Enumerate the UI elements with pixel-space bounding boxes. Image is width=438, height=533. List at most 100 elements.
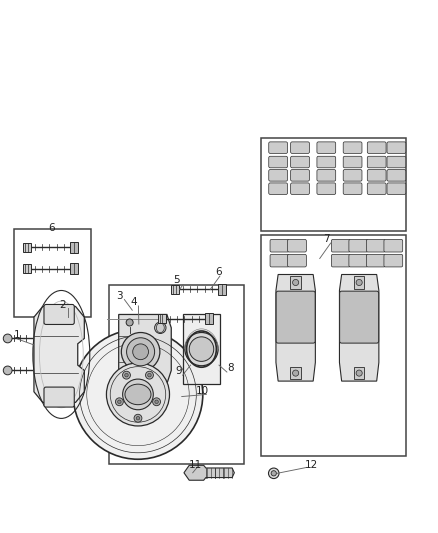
Text: 4: 4 <box>130 297 137 307</box>
Circle shape <box>126 319 133 326</box>
Bar <box>354 367 364 379</box>
Bar <box>70 242 78 253</box>
FancyBboxPatch shape <box>384 254 403 267</box>
Text: 7: 7 <box>323 234 330 244</box>
Circle shape <box>155 322 166 334</box>
Circle shape <box>118 400 121 403</box>
Text: 1: 1 <box>14 330 21 340</box>
FancyBboxPatch shape <box>343 169 362 181</box>
FancyBboxPatch shape <box>270 239 289 252</box>
Text: 9: 9 <box>175 366 182 376</box>
FancyBboxPatch shape <box>343 142 362 154</box>
Bar <box>205 313 213 324</box>
Circle shape <box>106 363 170 426</box>
Circle shape <box>268 468 279 479</box>
FancyBboxPatch shape <box>317 156 336 168</box>
Polygon shape <box>339 274 379 381</box>
FancyBboxPatch shape <box>269 183 287 195</box>
Circle shape <box>4 366 12 375</box>
Bar <box>109 285 244 464</box>
FancyBboxPatch shape <box>291 142 309 154</box>
Bar <box>218 284 226 295</box>
FancyBboxPatch shape <box>288 239 306 252</box>
FancyBboxPatch shape <box>343 183 362 195</box>
Circle shape <box>136 416 140 420</box>
FancyBboxPatch shape <box>384 239 403 252</box>
FancyBboxPatch shape <box>339 291 379 343</box>
Circle shape <box>185 333 218 366</box>
Bar <box>23 243 31 252</box>
Circle shape <box>356 370 362 376</box>
FancyBboxPatch shape <box>270 254 289 267</box>
Circle shape <box>73 329 203 459</box>
FancyBboxPatch shape <box>367 254 385 267</box>
FancyBboxPatch shape <box>387 183 406 195</box>
Bar <box>158 314 166 323</box>
FancyBboxPatch shape <box>367 183 386 195</box>
Bar <box>354 276 364 289</box>
FancyBboxPatch shape <box>367 239 385 252</box>
FancyBboxPatch shape <box>291 156 309 168</box>
FancyBboxPatch shape <box>317 142 336 154</box>
FancyBboxPatch shape <box>387 156 406 168</box>
Circle shape <box>155 400 158 403</box>
Circle shape <box>127 338 155 366</box>
Circle shape <box>123 379 153 410</box>
FancyBboxPatch shape <box>332 254 350 267</box>
Text: 6: 6 <box>48 223 55 232</box>
Circle shape <box>121 333 160 371</box>
FancyBboxPatch shape <box>317 183 336 195</box>
Circle shape <box>4 334 12 343</box>
FancyBboxPatch shape <box>44 304 74 325</box>
Circle shape <box>145 371 153 379</box>
Bar <box>14 229 91 317</box>
Bar <box>70 263 78 274</box>
Bar <box>183 314 220 384</box>
Polygon shape <box>184 465 234 480</box>
Bar <box>261 235 406 456</box>
FancyBboxPatch shape <box>44 387 74 407</box>
Circle shape <box>148 374 151 377</box>
FancyBboxPatch shape <box>317 169 336 181</box>
FancyBboxPatch shape <box>349 254 367 267</box>
Circle shape <box>133 344 148 360</box>
FancyBboxPatch shape <box>367 142 386 154</box>
FancyBboxPatch shape <box>291 169 309 181</box>
Ellipse shape <box>125 384 151 405</box>
Text: 11: 11 <box>189 460 202 470</box>
FancyBboxPatch shape <box>387 142 406 154</box>
FancyBboxPatch shape <box>269 142 287 154</box>
FancyBboxPatch shape <box>269 156 287 168</box>
FancyBboxPatch shape <box>269 169 287 181</box>
Bar <box>23 264 31 273</box>
Polygon shape <box>34 306 84 402</box>
Text: 3: 3 <box>116 291 123 301</box>
FancyBboxPatch shape <box>291 183 309 195</box>
FancyBboxPatch shape <box>332 239 350 252</box>
Bar <box>290 367 301 379</box>
Circle shape <box>189 337 214 361</box>
FancyBboxPatch shape <box>276 291 315 343</box>
Circle shape <box>271 471 276 476</box>
Text: 5: 5 <box>173 276 180 285</box>
Polygon shape <box>276 274 315 381</box>
FancyBboxPatch shape <box>349 239 367 252</box>
Bar <box>171 285 179 294</box>
Text: 10: 10 <box>195 386 208 395</box>
Text: 8: 8 <box>227 363 234 373</box>
FancyBboxPatch shape <box>288 254 306 267</box>
FancyBboxPatch shape <box>367 156 386 168</box>
Circle shape <box>356 279 362 286</box>
Circle shape <box>134 414 142 422</box>
Circle shape <box>123 371 131 379</box>
FancyBboxPatch shape <box>387 169 406 181</box>
FancyBboxPatch shape <box>367 169 386 181</box>
Text: 2: 2 <box>59 300 66 310</box>
Polygon shape <box>119 314 171 384</box>
Circle shape <box>152 398 160 406</box>
Text: 6: 6 <box>215 267 222 277</box>
Circle shape <box>125 374 128 377</box>
Circle shape <box>293 279 299 286</box>
FancyBboxPatch shape <box>343 156 362 168</box>
Text: 12: 12 <box>304 460 318 470</box>
